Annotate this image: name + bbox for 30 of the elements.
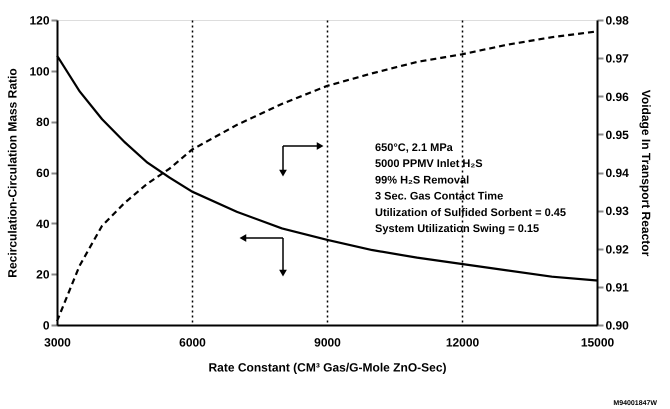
x-tick-label: 3000 xyxy=(44,336,72,350)
y-tick-label: 120 xyxy=(29,14,50,28)
y2-tick-label: 0.91 xyxy=(606,280,630,294)
y-tick-label: 40 xyxy=(36,216,50,231)
y2-tick-label: 0.92 xyxy=(606,242,630,256)
y-axis-title: Recirculation-Circulation Mass Ratio xyxy=(5,68,20,278)
y2-tick-label: 0.95 xyxy=(606,128,630,142)
y2-tick-label: 0.97 xyxy=(606,52,630,66)
annotation: System Utilization Swing = 0.15 xyxy=(375,223,540,235)
y2-axis-title: Voidage In Transport Reactor xyxy=(638,90,653,257)
x-tick-label: 9000 xyxy=(314,336,342,350)
annotation: Utilization of Sulfided Sorbent = 0.45 xyxy=(375,206,566,219)
y2-tick-label: 0.98 xyxy=(606,14,630,28)
annotation: 99% H₂S Removal xyxy=(375,174,470,186)
y2-tick-label: 0.96 xyxy=(606,90,630,104)
annotation: 3 Sec. Gas Contact Time xyxy=(375,190,504,203)
annotation: 650°C, 2.1 MPa xyxy=(375,142,454,154)
x-tick-label: 6000 xyxy=(179,336,206,350)
y-tick-label: 80 xyxy=(36,115,50,130)
x-tick-label: 15000 xyxy=(580,336,615,350)
y2-tick-label: 0.93 xyxy=(606,204,630,218)
y-tick-label: 0 xyxy=(42,318,50,332)
annotation: 5000 PPMV Inlet H₂S xyxy=(375,158,483,170)
x-tick-label: 12000 xyxy=(446,336,480,350)
y-tick-label: 60 xyxy=(36,166,50,180)
x-axis-title: Rate Constant (CM³ Gas/G-Mole ZnO-Sec) xyxy=(208,360,447,374)
y-tick-label: 100 xyxy=(29,64,50,78)
y-tick-label: 20 xyxy=(36,268,50,282)
y2-tick-label: 0.90 xyxy=(606,318,630,332)
y2-tick-label: 0.94 xyxy=(606,166,630,180)
